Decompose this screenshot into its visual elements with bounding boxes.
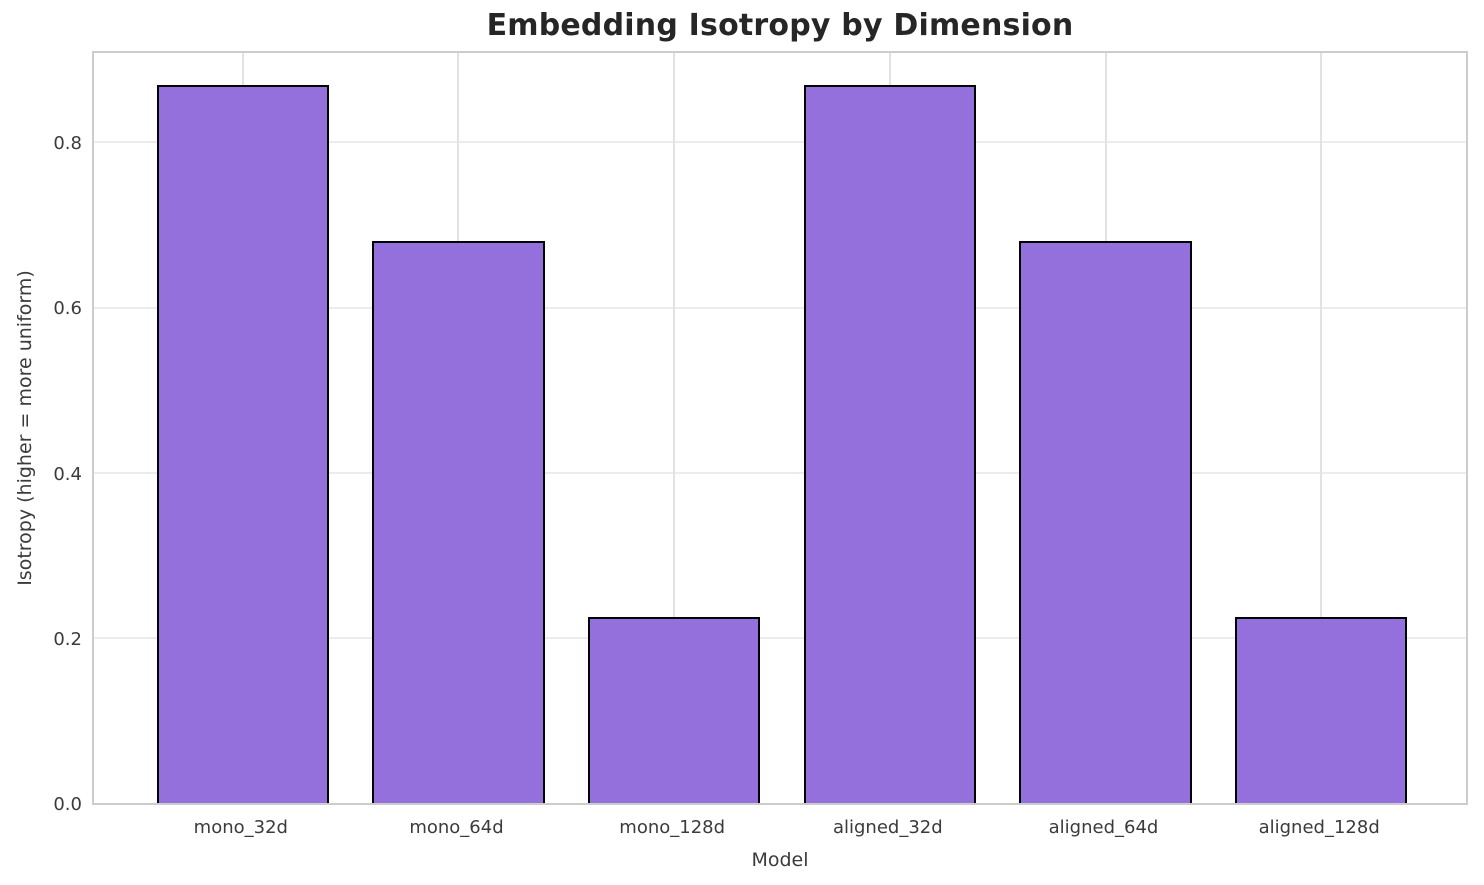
- y-tick-label: 0.0: [53, 794, 82, 815]
- bar-mono_32d: [156, 84, 330, 803]
- x-axis-label: Model: [751, 849, 809, 871]
- x-tick-label-aligned_32d: aligned_32d: [832, 817, 943, 838]
- bar-aligned_32d: [803, 84, 977, 803]
- x-tick-label-mono_32d: mono_32d: [193, 817, 288, 838]
- y-tick-label: 0.4: [53, 463, 82, 485]
- y-tick-label: 0.8: [53, 133, 82, 155]
- y-gridline: [94, 636, 1466, 639]
- y-tick-label: 0.2: [53, 628, 82, 650]
- y-gridline: [94, 141, 1466, 144]
- bar-aligned_128d: [1234, 617, 1408, 803]
- x-tick-label-mono_128d: mono_128d: [619, 817, 726, 838]
- y-tick-label: 0.6: [53, 298, 82, 320]
- x-tick-label-aligned_128d: aligned_128d: [1258, 817, 1380, 838]
- bar-mono_128d: [587, 617, 761, 803]
- y-gridline: [94, 306, 1466, 309]
- plot-area: [92, 51, 1468, 805]
- bar-mono_64d: [372, 241, 545, 803]
- x-gridline: [1320, 53, 1323, 803]
- x-tick-label-aligned_64d: aligned_64d: [1048, 817, 1159, 838]
- x-tick-label-mono_64d: mono_64d: [409, 817, 504, 838]
- y-gridline: [94, 471, 1466, 474]
- x-gridline: [673, 53, 676, 803]
- bar-aligned_64d: [1019, 241, 1192, 803]
- y-axis-label-text: Isotropy (higher = more uniform): [14, 270, 36, 586]
- chart-title: Embedding Isotropy by Dimension: [486, 8, 1074, 43]
